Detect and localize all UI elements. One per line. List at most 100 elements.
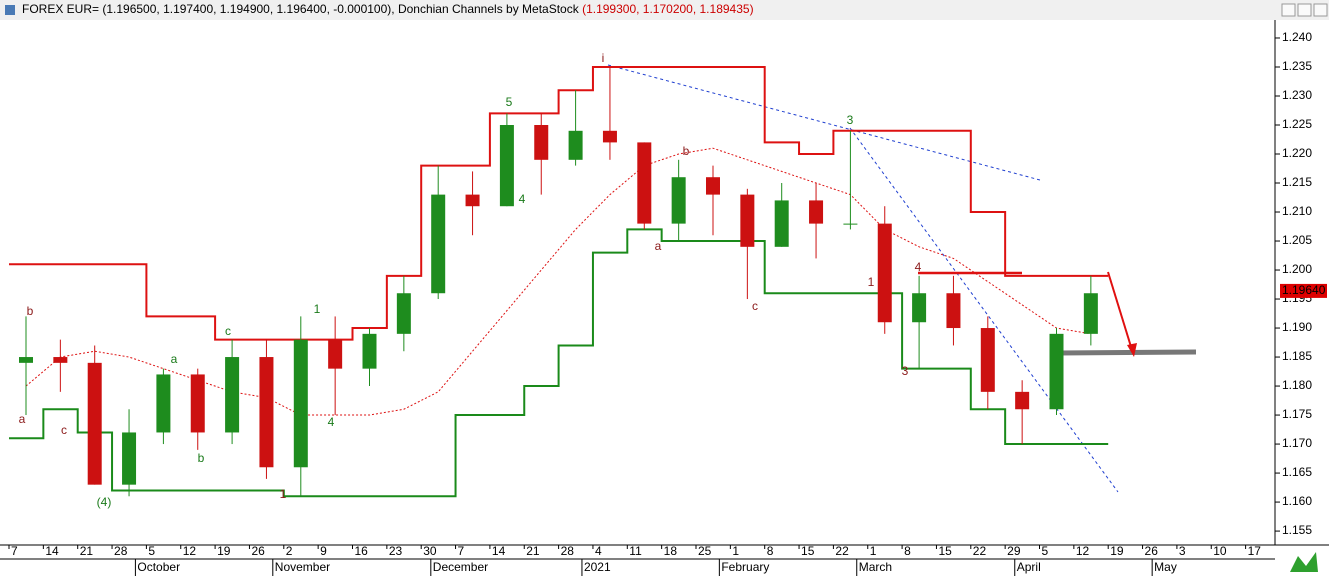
x-tick-label: 15 [938, 544, 952, 558]
x-tick-label: 9 [320, 544, 327, 558]
wave-label: a [19, 412, 26, 426]
x-tick-label: 8 [904, 544, 911, 558]
x-tick-label: 28 [561, 544, 575, 558]
header-bar [0, 0, 1329, 20]
x-tick-label: 30 [423, 544, 437, 558]
y-tick-label: 1.230 [1282, 88, 1312, 102]
candle-body [568, 130, 583, 160]
header: FOREX EUR= (1.196500, 1.197400, 1.194900… [22, 2, 754, 16]
indicator: Donchian Channels by MetaStock [398, 2, 580, 16]
candle-body [1083, 293, 1098, 334]
candle-body [740, 194, 755, 247]
candle-body [912, 293, 927, 323]
candle-body [259, 357, 274, 468]
x-tick-label: 21 [526, 544, 540, 558]
candle-body [19, 357, 33, 363]
wave-label: a [171, 352, 178, 366]
candle-body [980, 328, 995, 392]
x-tick-label: 8 [767, 544, 774, 558]
candle-body [774, 200, 789, 247]
candle-body [156, 374, 171, 433]
candle-body [1049, 333, 1064, 410]
y-tick-label: 1.200 [1282, 262, 1312, 276]
month-label: November [275, 560, 330, 574]
status-icon [1290, 552, 1318, 572]
candle-body [602, 130, 617, 143]
wave-label: (4) [97, 495, 112, 509]
wave-label: c [225, 324, 231, 338]
x-axis: 7 14 21 28 5 12 19 26 2 9 16 23 30 7 14 21 28 4 11 18 25 1 8 15… [8, 544, 1262, 576]
candle-body [328, 339, 343, 369]
month-label: March [859, 560, 892, 574]
y-tick-label: 1.215 [1282, 175, 1312, 189]
window-icon [5, 5, 15, 15]
lower-band [9, 228, 1109, 498]
trend-line [607, 64, 1041, 181]
x-tick-label: 12 [1076, 544, 1090, 558]
y-tick-label: 1.160 [1282, 494, 1312, 508]
x-tick-label: 14 [492, 544, 506, 558]
target-line [1057, 349, 1197, 356]
y-tick-label: 1.175 [1282, 407, 1312, 421]
upper-band [9, 65, 1109, 341]
x-tick-label: 16 [355, 544, 369, 558]
wave-label: a [655, 239, 662, 253]
x-tick-label: 19 [1110, 544, 1124, 558]
candle-body [225, 357, 240, 433]
x-tick-label: 26 [1145, 544, 1159, 558]
month-label: February [721, 560, 769, 574]
x-tick-label: 19 [217, 544, 231, 558]
last-price-label: 1.19640 [1282, 283, 1326, 297]
x-tick-label: 12 [183, 544, 197, 558]
candle-body [534, 125, 549, 160]
close-button[interactable] [1313, 3, 1328, 17]
wave-label: 5 [506, 95, 513, 109]
candle-body [843, 223, 858, 225]
candle-body [877, 223, 892, 323]
last-price-box [1280, 283, 1327, 298]
month-label: May [1154, 560, 1177, 574]
x-tick-label: 22 [835, 544, 849, 558]
wave-label: c [752, 299, 758, 313]
x-tick-label: 17 [1248, 544, 1262, 558]
candle-body [671, 177, 686, 224]
security: FOREX EUR= [22, 2, 99, 16]
candle-body [122, 432, 137, 485]
candle-body [190, 374, 205, 433]
y-tick-label: 1.205 [1282, 233, 1312, 247]
x-tick-label: 28 [114, 544, 128, 558]
wave-label: 3 [847, 113, 854, 127]
y-tick-label: 1.235 [1282, 59, 1312, 73]
y-tick-label: 1.240 [1282, 30, 1312, 44]
y-tick-label: 1.185 [1282, 349, 1312, 363]
candle-body [293, 339, 308, 468]
x-tick-label: 5 [148, 544, 155, 558]
candle-body [946, 293, 961, 329]
wave-label: 3 [902, 364, 909, 378]
x-tick-label: 29 [1007, 544, 1021, 558]
wave-label: b [27, 304, 34, 318]
candle-body [637, 142, 652, 224]
maximize-button[interactable] [1297, 3, 1312, 17]
wave-label: 1 [280, 487, 287, 501]
minimize-button[interactable] [1281, 3, 1296, 17]
x-tick-label: 21 [80, 544, 94, 558]
window-buttons [1281, 3, 1328, 17]
x-tick-label: 10 [1213, 544, 1227, 558]
quote: (1.196500, 1.197400, 1.194900, 1.196400,… [102, 2, 394, 16]
y-tick-label: 1.225 [1282, 117, 1312, 131]
candle-body [87, 362, 102, 485]
wave-label: c [61, 423, 67, 437]
wave-label: i [602, 51, 605, 65]
wave-label: b [683, 144, 690, 158]
y-tick-label: 1.180 [1282, 378, 1312, 392]
y-tick-label: 1.155 [1282, 523, 1312, 537]
y-tick-label: 1.170 [1282, 436, 1312, 450]
month-label: December [433, 560, 488, 574]
y-tick-label: 1.220 [1282, 146, 1312, 160]
wave-label: 1 [868, 275, 875, 289]
x-tick-label: 7 [458, 544, 465, 558]
wave-label: 4 [519, 192, 526, 206]
